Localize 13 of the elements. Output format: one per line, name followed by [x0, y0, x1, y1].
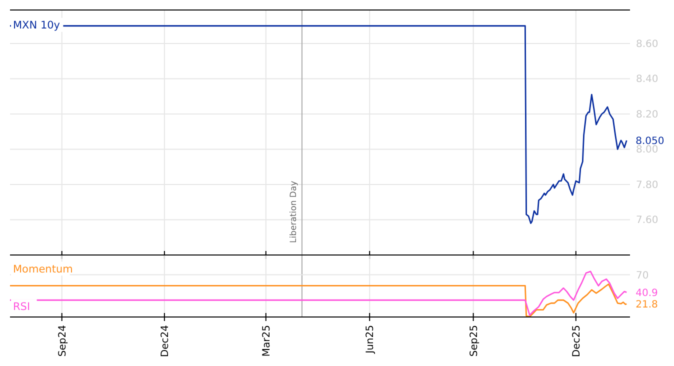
data-label: 21.8	[636, 299, 658, 310]
x-tick-label: Sep25	[468, 325, 480, 357]
series-label: Momentum	[13, 263, 73, 276]
x-tick-label: Sep24	[57, 325, 68, 357]
x-tick-label: Dec24	[160, 325, 171, 358]
ref-line-label: Liberation Day	[288, 180, 299, 243]
data-label: 40.9	[636, 288, 658, 299]
series-label: RSI	[13, 300, 30, 313]
annotation: 8.050	[636, 136, 664, 147]
x-tick-label: Mar25	[261, 325, 272, 357]
x-tick-label: Dec25	[571, 325, 582, 358]
series-label: MXN 10y	[13, 20, 60, 32]
x-tick-label: Jun25	[365, 325, 376, 354]
